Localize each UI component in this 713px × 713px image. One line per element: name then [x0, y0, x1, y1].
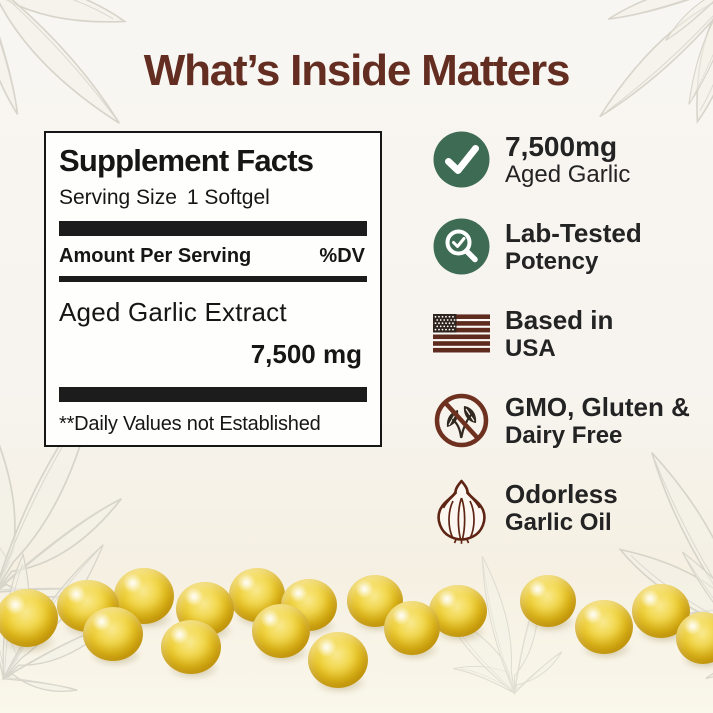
ingredient-amount: 7,500 mg: [250, 339, 362, 369]
lab-tested-magnifier-icon: [433, 218, 490, 275]
feature-based-in-usa: Based in USA: [433, 305, 690, 363]
dv-header: %DV: [319, 245, 365, 267]
check-circle-icon: [433, 131, 490, 188]
ingredient-name: Aged Garlic Extract: [59, 297, 287, 327]
feature-text: Based in USA: [505, 305, 613, 363]
feature-line2: USA: [505, 335, 556, 362]
serving-size-row: Serving Size 1 Softgel: [59, 186, 367, 210]
no-gmo-icon: [434, 393, 489, 448]
feature-line2: Potency: [505, 248, 599, 275]
feature-gmo-free: GMO, Gluten & Dairy Free: [433, 392, 690, 450]
feature-line1: Lab-Tested: [505, 218, 642, 248]
amount-per-serving-row: Amount Per Serving %DV: [59, 236, 367, 276]
feature-lab-tested: Lab-Tested Potency: [433, 218, 690, 276]
usa-flag-icon: [433, 314, 490, 354]
softgel-capsule: [252, 604, 310, 658]
supplement-facts-panel: Supplement Facts Serving Size 1 Softgel A…: [44, 131, 382, 447]
softgel-capsule: [161, 620, 221, 674]
softgel-capsule: [520, 575, 576, 627]
divider-bar-thin: [59, 276, 367, 282]
softgel-capsule: [83, 607, 143, 661]
garlic-bulb-icon: [437, 479, 486, 544]
page-title: What’s Inside Matters: [143, 46, 571, 95]
feature-line1: Based in: [505, 305, 614, 335]
divider-bar-thick-top: [59, 221, 367, 236]
softgel-capsule: [308, 632, 368, 688]
feature-text: GMO, Gluten & Dairy Free: [505, 392, 690, 450]
amount-per-serving-label: Amount Per Serving: [59, 245, 252, 267]
serving-size-value: 1 Softgel: [186, 186, 270, 209]
softgel-capsule: [575, 600, 633, 654]
softgel-capsule: [384, 601, 440, 655]
serving-size-label: Serving Size: [59, 186, 177, 209]
feature-text: Lab-Tested Potency: [505, 218, 642, 276]
